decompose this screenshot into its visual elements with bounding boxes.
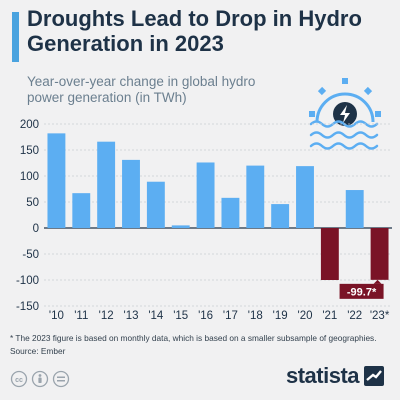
bar bbox=[47, 133, 66, 228]
x-tick-label: '13 bbox=[124, 310, 139, 322]
x-tick-label: '20 bbox=[298, 310, 313, 322]
bar bbox=[97, 141, 116, 228]
x-tick-label: '16 bbox=[198, 310, 213, 322]
y-tick-label: 200 bbox=[20, 119, 39, 131]
x-tick-label: '10 bbox=[49, 310, 64, 322]
y-tick-label: 150 bbox=[20, 145, 39, 157]
y-tick-label: 0 bbox=[33, 223, 39, 235]
x-tick-label: '23* bbox=[370, 310, 390, 322]
bar bbox=[271, 204, 290, 228]
creative-commons-icon: cc bbox=[10, 370, 28, 388]
x-tick-label: '19 bbox=[273, 310, 288, 322]
bar bbox=[221, 197, 240, 228]
footnote: * The 2023 figure is based on monthly da… bbox=[10, 333, 377, 343]
x-tick-label: '15 bbox=[173, 310, 188, 322]
x-axis: '10 '11 '12 '13 '14 '15 '16 '17 '18 '19 '20 '21 '22 '… bbox=[49, 310, 390, 322]
no-derivatives-icon bbox=[52, 370, 70, 388]
bar bbox=[345, 190, 364, 228]
data-label-pointer bbox=[373, 279, 382, 284]
hydro-power-icon bbox=[309, 78, 381, 150]
y-tick-label: 100 bbox=[20, 171, 39, 183]
attribution-icon bbox=[31, 370, 49, 388]
bar bbox=[122, 159, 140, 228]
bar bbox=[246, 165, 265, 228]
bar bbox=[72, 193, 91, 228]
statista-logo-icon bbox=[364, 366, 385, 386]
x-tick-label: '21 bbox=[322, 310, 337, 322]
chart-title: Droughts Lead to Drop in Hydro Generatio… bbox=[27, 6, 362, 56]
data-labels: -99.7* bbox=[339, 279, 384, 299]
y-tick-label: -100 bbox=[16, 275, 39, 287]
chart-subtitle: Year-over-year change in global hydro po… bbox=[27, 74, 256, 105]
brand-name: statista bbox=[286, 363, 360, 388]
data-label-box bbox=[339, 283, 384, 299]
x-tick-label: '14 bbox=[148, 310, 164, 322]
x-tick-label: '17 bbox=[223, 310, 238, 322]
title-accent-bar bbox=[12, 12, 19, 62]
bar bbox=[320, 228, 339, 280]
bar bbox=[171, 225, 190, 228]
y-tick-label: 50 bbox=[26, 197, 39, 209]
bar bbox=[196, 162, 215, 228]
x-tick-label: '12 bbox=[99, 310, 114, 322]
y-axis: 200 150 100 50 0 -50 -100 -150 bbox=[16, 119, 39, 313]
grid-lines bbox=[44, 123, 392, 307]
license-icons: cc bbox=[10, 370, 70, 388]
statista-brand: statista bbox=[286, 363, 385, 389]
data-label: -99.7* bbox=[339, 279, 384, 299]
bar bbox=[370, 228, 389, 280]
svg-text:cc: cc bbox=[15, 377, 23, 384]
x-tick-label: '18 bbox=[248, 310, 263, 322]
bar bbox=[296, 166, 314, 228]
data-label-text: -99.7* bbox=[347, 286, 377, 298]
source-note: Source: Ember bbox=[10, 346, 66, 356]
y-tick-label: -50 bbox=[22, 249, 39, 261]
y-tick-label: -150 bbox=[16, 301, 39, 313]
bars bbox=[47, 133, 389, 280]
x-tick-label: '22 bbox=[347, 310, 362, 322]
bar bbox=[146, 181, 165, 228]
x-tick-label: '11 bbox=[74, 310, 88, 322]
